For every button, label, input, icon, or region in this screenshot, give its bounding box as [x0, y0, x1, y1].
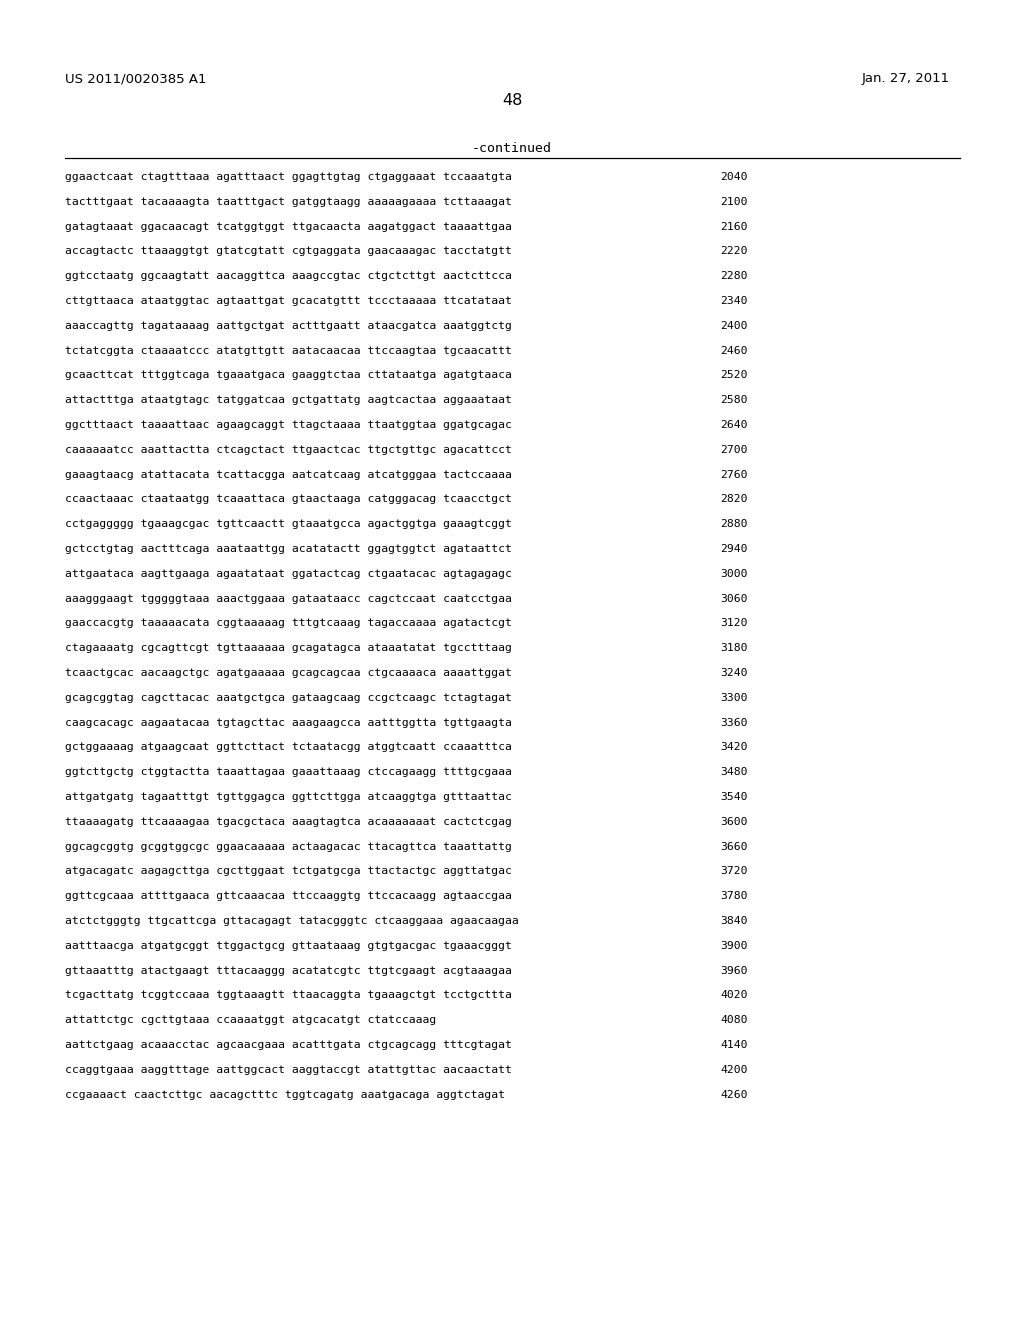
- Text: ttaaaagatg ttcaaaagaa tgacgctaca aaagtagtca acaaaaaaat cactctcgag: ttaaaagatg ttcaaaagaa tgacgctaca aaagtag…: [65, 817, 512, 826]
- Text: ggttcgcaaa attttgaaca gttcaaacaa ttccaaggtg ttccacaagg agtaaccgaa: ggttcgcaaa attttgaaca gttcaaacaa ttccaag…: [65, 891, 512, 902]
- Text: gctcctgtag aactttcaga aaataattgg acatatactt ggagtggtct agataattct: gctcctgtag aactttcaga aaataattgg acatata…: [65, 544, 512, 554]
- Text: 2640: 2640: [720, 420, 748, 430]
- Text: 2460: 2460: [720, 346, 748, 355]
- Text: ccaactaaac ctaataatgg tcaaattaca gtaactaaga catgggacag tcaacctgct: ccaactaaac ctaataatgg tcaaattaca gtaacta…: [65, 495, 512, 504]
- Text: 2400: 2400: [720, 321, 748, 331]
- Text: 3000: 3000: [720, 569, 748, 578]
- Text: attgatgatg tagaatttgt tgttggagca ggttcttgga atcaaggtga gtttaattac: attgatgatg tagaatttgt tgttggagca ggttctt…: [65, 792, 512, 803]
- Text: 3240: 3240: [720, 668, 748, 678]
- Text: 3540: 3540: [720, 792, 748, 803]
- Text: tactttgaat tacaaaagta taatttgact gatggtaagg aaaaagaaaa tcttaaagat: tactttgaat tacaaaagta taatttgact gatggta…: [65, 197, 512, 207]
- Text: 3180: 3180: [720, 643, 748, 653]
- Text: 3480: 3480: [720, 767, 748, 777]
- Text: ggctttaact taaaattaac agaagcaggt ttagctaaaa ttaatggtaa ggatgcagac: ggctttaact taaaattaac agaagcaggt ttagcta…: [65, 420, 512, 430]
- Text: 2160: 2160: [720, 222, 748, 231]
- Text: 2820: 2820: [720, 495, 748, 504]
- Text: cctgaggggg tgaaagcgac tgttcaactt gtaaatgcca agactggtga gaaagtcggt: cctgaggggg tgaaagcgac tgttcaactt gtaaatg…: [65, 519, 512, 529]
- Text: 2700: 2700: [720, 445, 748, 455]
- Text: gcagcggtag cagcttacac aaatgctgca gataagcaag ccgctcaagc tctagtagat: gcagcggtag cagcttacac aaatgctgca gataagc…: [65, 693, 512, 702]
- Text: 2040: 2040: [720, 172, 748, 182]
- Text: ggaactcaat ctagtttaaa agatttaact ggagttgtag ctgaggaaat tccaaatgta: ggaactcaat ctagtttaaa agatttaact ggagttg…: [65, 172, 512, 182]
- Text: ctagaaaatg cgcagttcgt tgttaaaaaa gcagatagca ataaatatat tgcctttaag: ctagaaaatg cgcagttcgt tgttaaaaaa gcagata…: [65, 643, 512, 653]
- Text: aaagggaagt tgggggtaaa aaactggaaa gataataacc cagctccaat caatcctgaa: aaagggaagt tgggggtaaa aaactggaaa gataata…: [65, 594, 512, 603]
- Text: aattctgaag acaaacctac agcaacgaaa acatttgata ctgcagcagg tttcgtagat: aattctgaag acaaacctac agcaacgaaa acatttg…: [65, 1040, 512, 1049]
- Text: 3600: 3600: [720, 817, 748, 826]
- Text: gcaacttcat tttggtcaga tgaaatgaca gaaggtctaa cttataatga agatgtaaca: gcaacttcat tttggtcaga tgaaatgaca gaaggtc…: [65, 371, 512, 380]
- Text: attactttga ataatgtagc tatggatcaa gctgattatg aagtcactaa aggaaataat: attactttga ataatgtagc tatggatcaa gctgatt…: [65, 395, 512, 405]
- Text: 2340: 2340: [720, 296, 748, 306]
- Text: tcgacttatg tcggtccaaa tggtaaagtt ttaacaggta tgaaagctgt tcctgcttta: tcgacttatg tcggtccaaa tggtaaagtt ttaacag…: [65, 990, 512, 1001]
- Text: ggtcctaatg ggcaagtatt aacaggttca aaagccgtac ctgctcttgt aactcttcca: ggtcctaatg ggcaagtatt aacaggttca aaagccg…: [65, 271, 512, 281]
- Text: tctatcggta ctaaaatccc atatgttgtt aatacaacaa ttccaagtaa tgcaacattt: tctatcggta ctaaaatccc atatgttgtt aatacaa…: [65, 346, 512, 355]
- Text: 3420: 3420: [720, 742, 748, 752]
- Text: Jan. 27, 2011: Jan. 27, 2011: [862, 73, 950, 84]
- Text: 4140: 4140: [720, 1040, 748, 1049]
- Text: 4260: 4260: [720, 1089, 748, 1100]
- Text: 3840: 3840: [720, 916, 748, 927]
- Text: gctggaaaag atgaagcaat ggttcttact tctaatacgg atggtcaatt ccaaatttca: gctggaaaag atgaagcaat ggttcttact tctaata…: [65, 742, 512, 752]
- Text: 3300: 3300: [720, 693, 748, 702]
- Text: accagtactc ttaaaggtgt gtatcgtatt cgtgaggata gaacaaagac tacctatgtt: accagtactc ttaaaggtgt gtatcgtatt cgtgagg…: [65, 247, 512, 256]
- Text: 2220: 2220: [720, 247, 748, 256]
- Text: -continued: -continued: [472, 143, 552, 154]
- Text: ccgaaaact caactcttgc aacagctttc tggtcagatg aaatgacaga aggtctagat: ccgaaaact caactcttgc aacagctttc tggtcaga…: [65, 1089, 505, 1100]
- Text: 48: 48: [502, 92, 522, 108]
- Text: 3960: 3960: [720, 966, 748, 975]
- Text: 4020: 4020: [720, 990, 748, 1001]
- Text: caagcacagc aagaatacaa tgtagcttac aaagaagcca aatttggtta tgttgaagta: caagcacagc aagaatacaa tgtagcttac aaagaag…: [65, 718, 512, 727]
- Text: 3660: 3660: [720, 842, 748, 851]
- Text: 2280: 2280: [720, 271, 748, 281]
- Text: atctctgggtg ttgcattcga gttacagagt tatacgggtc ctcaaggaaa agaacaagaa: atctctgggtg ttgcattcga gttacagagt tatacg…: [65, 916, 519, 927]
- Text: 2940: 2940: [720, 544, 748, 554]
- Text: 2580: 2580: [720, 395, 748, 405]
- Text: ccaggtgaaa aaggtttage aattggcact aaggtaccgt atattgttac aacaactatt: ccaggtgaaa aaggtttage aattggcact aaggtac…: [65, 1065, 512, 1074]
- Text: tcaactgcac aacaagctgc agatgaaaaa gcagcagcaa ctgcaaaaca aaaattggat: tcaactgcac aacaagctgc agatgaaaaa gcagcag…: [65, 668, 512, 678]
- Text: ggcagcggtg gcggtggcgc ggaacaaaaa actaagacac ttacagttca taaattattg: ggcagcggtg gcggtggcgc ggaacaaaaa actaaga…: [65, 842, 512, 851]
- Text: 2880: 2880: [720, 519, 748, 529]
- Text: 3780: 3780: [720, 891, 748, 902]
- Text: 3720: 3720: [720, 866, 748, 876]
- Text: attattctgc cgcttgtaaa ccaaaatggt atgcacatgt ctatccaaag: attattctgc cgcttgtaaa ccaaaatggt atgcaca…: [65, 1015, 436, 1026]
- Text: gttaaatttg atactgaagt tttacaaggg acatatcgtc ttgtcgaagt acgtaaagaa: gttaaatttg atactgaagt tttacaaggg acatatc…: [65, 966, 512, 975]
- Text: 2100: 2100: [720, 197, 748, 207]
- Text: gatagtaaat ggacaacagt tcatggtggt ttgacaacta aagatggact taaaattgaa: gatagtaaat ggacaacagt tcatggtggt ttgacaa…: [65, 222, 512, 231]
- Text: gaaagtaacg atattacata tcattacgga aatcatcaag atcatgggaa tactccaaaa: gaaagtaacg atattacata tcattacgga aatcatc…: [65, 470, 512, 479]
- Text: cttgttaaca ataatggtac agtaattgat gcacatgttt tccctaaaaa ttcatataat: cttgttaaca ataatggtac agtaattgat gcacatg…: [65, 296, 512, 306]
- Text: attgaataca aagttgaaga agaatataat ggatactcag ctgaatacac agtagagagc: attgaataca aagttgaaga agaatataat ggatact…: [65, 569, 512, 578]
- Text: 2520: 2520: [720, 371, 748, 380]
- Text: 4080: 4080: [720, 1015, 748, 1026]
- Text: 3060: 3060: [720, 594, 748, 603]
- Text: 3900: 3900: [720, 941, 748, 950]
- Text: 3360: 3360: [720, 718, 748, 727]
- Text: caaaaaatcc aaattactta ctcagctact ttgaactcac ttgctgttgc agacattcct: caaaaaatcc aaattactta ctcagctact ttgaact…: [65, 445, 512, 455]
- Text: 2760: 2760: [720, 470, 748, 479]
- Text: 4200: 4200: [720, 1065, 748, 1074]
- Text: 3120: 3120: [720, 618, 748, 628]
- Text: ggtcttgctg ctggtactta taaattagaa gaaattaaag ctccagaagg ttttgcgaaa: ggtcttgctg ctggtactta taaattagaa gaaatta…: [65, 767, 512, 777]
- Text: aatttaacga atgatgcggt ttggactgcg gttaataaag gtgtgacgac tgaaacgggt: aatttaacga atgatgcggt ttggactgcg gttaata…: [65, 941, 512, 950]
- Text: US 2011/0020385 A1: US 2011/0020385 A1: [65, 73, 207, 84]
- Text: atgacagatc aagagcttga cgcttggaat tctgatgcga ttactactgc aggttatgac: atgacagatc aagagcttga cgcttggaat tctgatg…: [65, 866, 512, 876]
- Text: gaaccacgtg taaaaacata cggtaaaaag tttgtcaaag tagaccaaaa agatactcgt: gaaccacgtg taaaaacata cggtaaaaag tttgtca…: [65, 618, 512, 628]
- Text: aaaccagttg tagataaaag aattgctgat actttgaatt ataacgatca aaatggtctg: aaaccagttg tagataaaag aattgctgat actttga…: [65, 321, 512, 331]
